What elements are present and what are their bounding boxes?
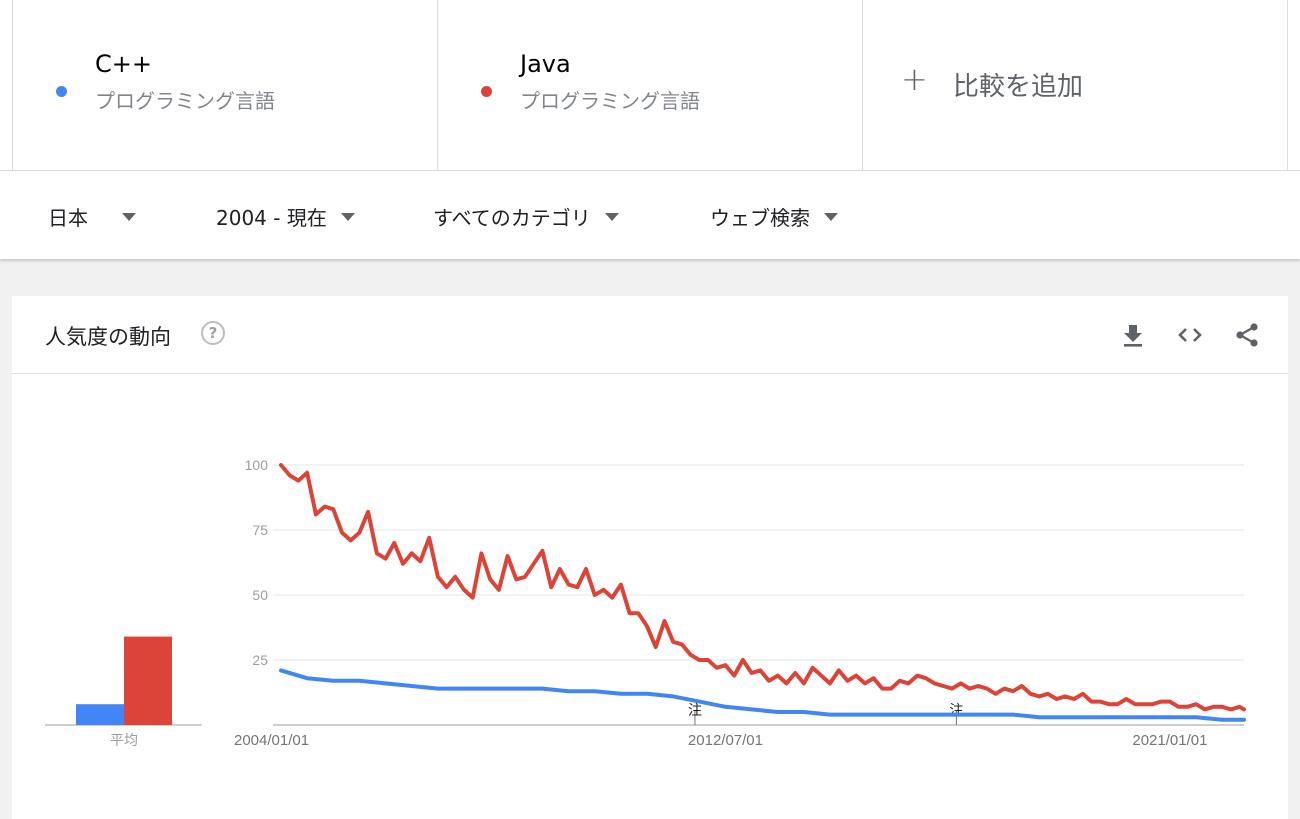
compare-bar: C++ プログラミング言語 Java プログラミング言語 + 比較を追加: [0, 0, 1300, 171]
series-color-dot: [56, 86, 67, 97]
category-dropdown[interactable]: すべてのカテゴリ: [433, 202, 619, 231]
y-tick-label: 50: [252, 587, 268, 603]
series-color-dot: [481, 86, 492, 97]
interest-over-time-card: 人気度の動向 ? 25 50 75 100 2004/01/01 2012/07/01 20…: [12, 296, 1288, 819]
time-range-value: 2004 - 現在: [216, 206, 327, 230]
average-bar: [124, 636, 172, 725]
search-type-dropdown[interactable]: ウェブ検索: [710, 202, 838, 231]
average-bar: [76, 704, 124, 725]
dropdown-arrow-icon: [824, 212, 838, 221]
region-dropdown[interactable]: 日本: [48, 202, 136, 231]
share-icon[interactable]: [1232, 320, 1262, 350]
x-tick-label: 2012/07/01: [688, 732, 763, 749]
term-card-cpp[interactable]: C++ プログラミング言語: [12, 0, 437, 170]
search-type-value: ウェブ検索: [710, 206, 810, 230]
filter-bar: 日本 2004 - 現在 すべてのカテゴリ ウェブ検索: [0, 171, 1300, 259]
plus-icon: +: [901, 60, 928, 98]
series-line: [279, 463, 1246, 712]
term-type: プログラミング言語: [520, 89, 700, 113]
category-value: すべてのカテゴリ: [433, 206, 591, 230]
download-icon[interactable]: [1118, 320, 1148, 350]
dropdown-arrow-icon: [604, 212, 619, 221]
question-circle-icon[interactable]: ?: [201, 321, 225, 345]
x-tick-label: 2004/01/01: [234, 732, 309, 749]
x-tick-label: 2021/01/01: [1132, 732, 1207, 749]
average-label: 平均: [110, 732, 138, 748]
term-type: プログラミング言語: [95, 89, 275, 113]
y-tick-label: 25: [252, 652, 268, 668]
term-name: C++: [95, 50, 152, 78]
series-line: [279, 668, 1246, 722]
time-range-dropdown[interactable]: 2004 - 現在: [216, 202, 355, 231]
card-header: 人気度の動向 ?: [12, 296, 1288, 374]
trend-chart: 25 50 75 100 2004/01/01 2012/07/01 2021/01/01 注…: [45, 457, 1246, 749]
add-compare-button[interactable]: + 比較を追加: [862, 0, 1288, 170]
dropdown-arrow-icon: [340, 212, 355, 221]
y-tick-label: 100: [245, 457, 269, 473]
card-title: 人気度の動向: [45, 325, 171, 349]
annotation-label: 注: [688, 702, 702, 718]
add-compare-label: 比較を追加: [953, 72, 1084, 102]
region-value: 日本: [48, 206, 88, 230]
y-tick-label: 75: [252, 522, 268, 538]
term-name: Java: [520, 50, 571, 78]
dropdown-arrow-icon: [122, 212, 136, 221]
embed-code-icon[interactable]: [1175, 320, 1205, 350]
term-card-java[interactable]: Java プログラミング言語: [437, 0, 862, 170]
